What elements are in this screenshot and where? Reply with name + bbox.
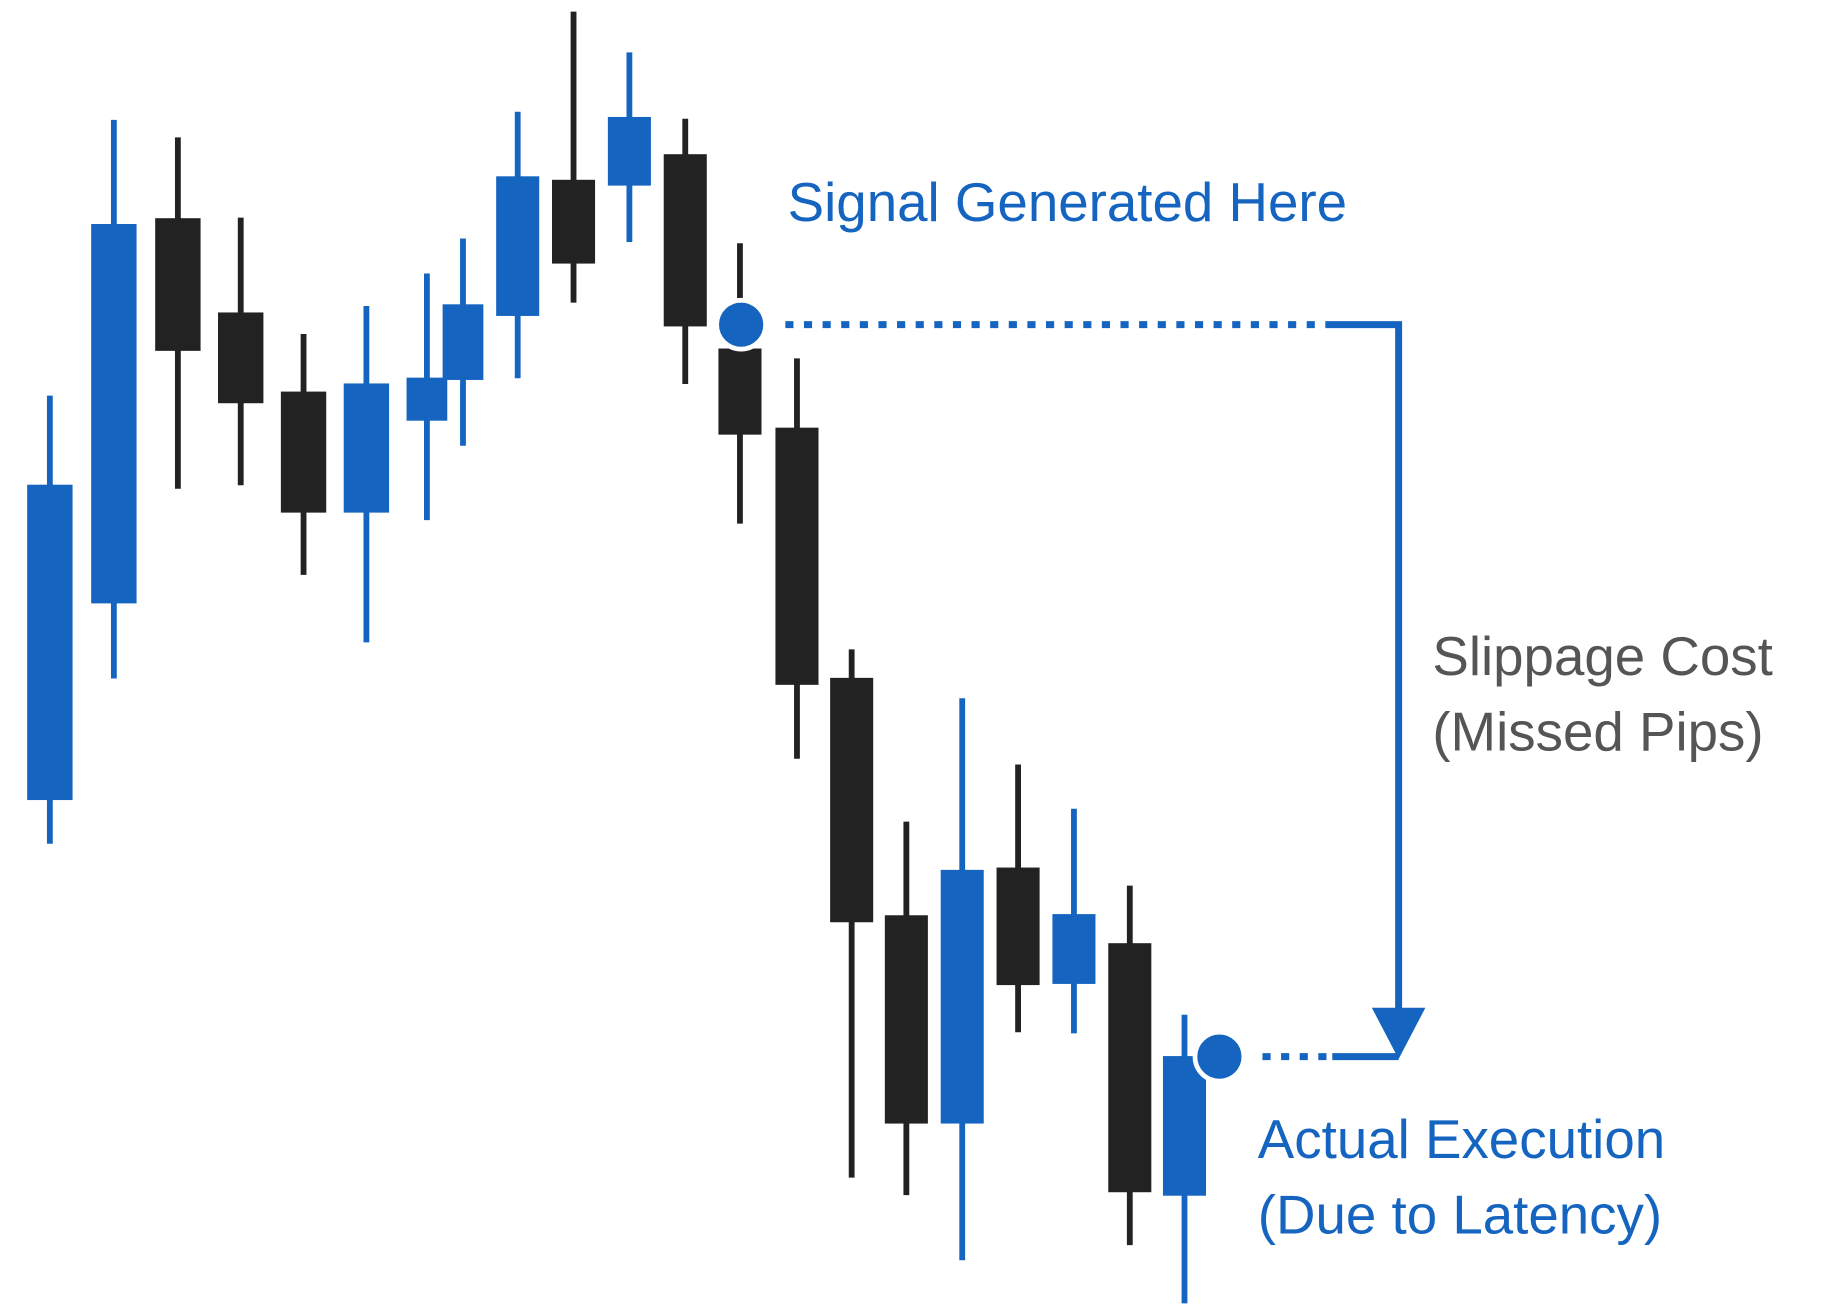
candles: [27, 11, 1207, 1304]
candle-body: [884, 915, 928, 1124]
candle-body: [996, 867, 1040, 986]
candle-body: [496, 176, 540, 316]
candle-body: [280, 391, 327, 513]
candle-body: [27, 484, 73, 801]
slippage-label: (Missed Pips): [1432, 701, 1763, 763]
arrow-line: [1326, 321, 1403, 1025]
candle-body: [830, 677, 874, 923]
candle-body: [775, 427, 819, 685]
candle-body: [1108, 943, 1152, 1193]
candle-body: [218, 312, 264, 404]
candle-body: [1052, 914, 1096, 984]
execution-label: Actual Execution: [1258, 1108, 1665, 1170]
candle-body: [406, 377, 448, 421]
arrow-head: [1371, 1007, 1426, 1059]
candle-body: [718, 348, 762, 435]
signal-label: Signal Generated Here: [788, 171, 1347, 233]
candle-body: [442, 304, 484, 380]
candle-body: [1162, 1056, 1207, 1196]
signal-point: [714, 297, 768, 352]
candle-body: [91, 224, 137, 604]
candle-body: [940, 869, 984, 1124]
slippage-label: Slippage Cost: [1432, 625, 1773, 687]
candle-body: [343, 383, 390, 513]
candle-body: [552, 179, 596, 264]
candle-body: [155, 218, 201, 351]
candle-body: [607, 116, 651, 186]
execution-label: (Due to Latency): [1258, 1184, 1662, 1246]
execution-point: [1192, 1029, 1247, 1084]
slippage-connector: [714, 297, 1426, 1084]
candle-body: [663, 154, 707, 327]
